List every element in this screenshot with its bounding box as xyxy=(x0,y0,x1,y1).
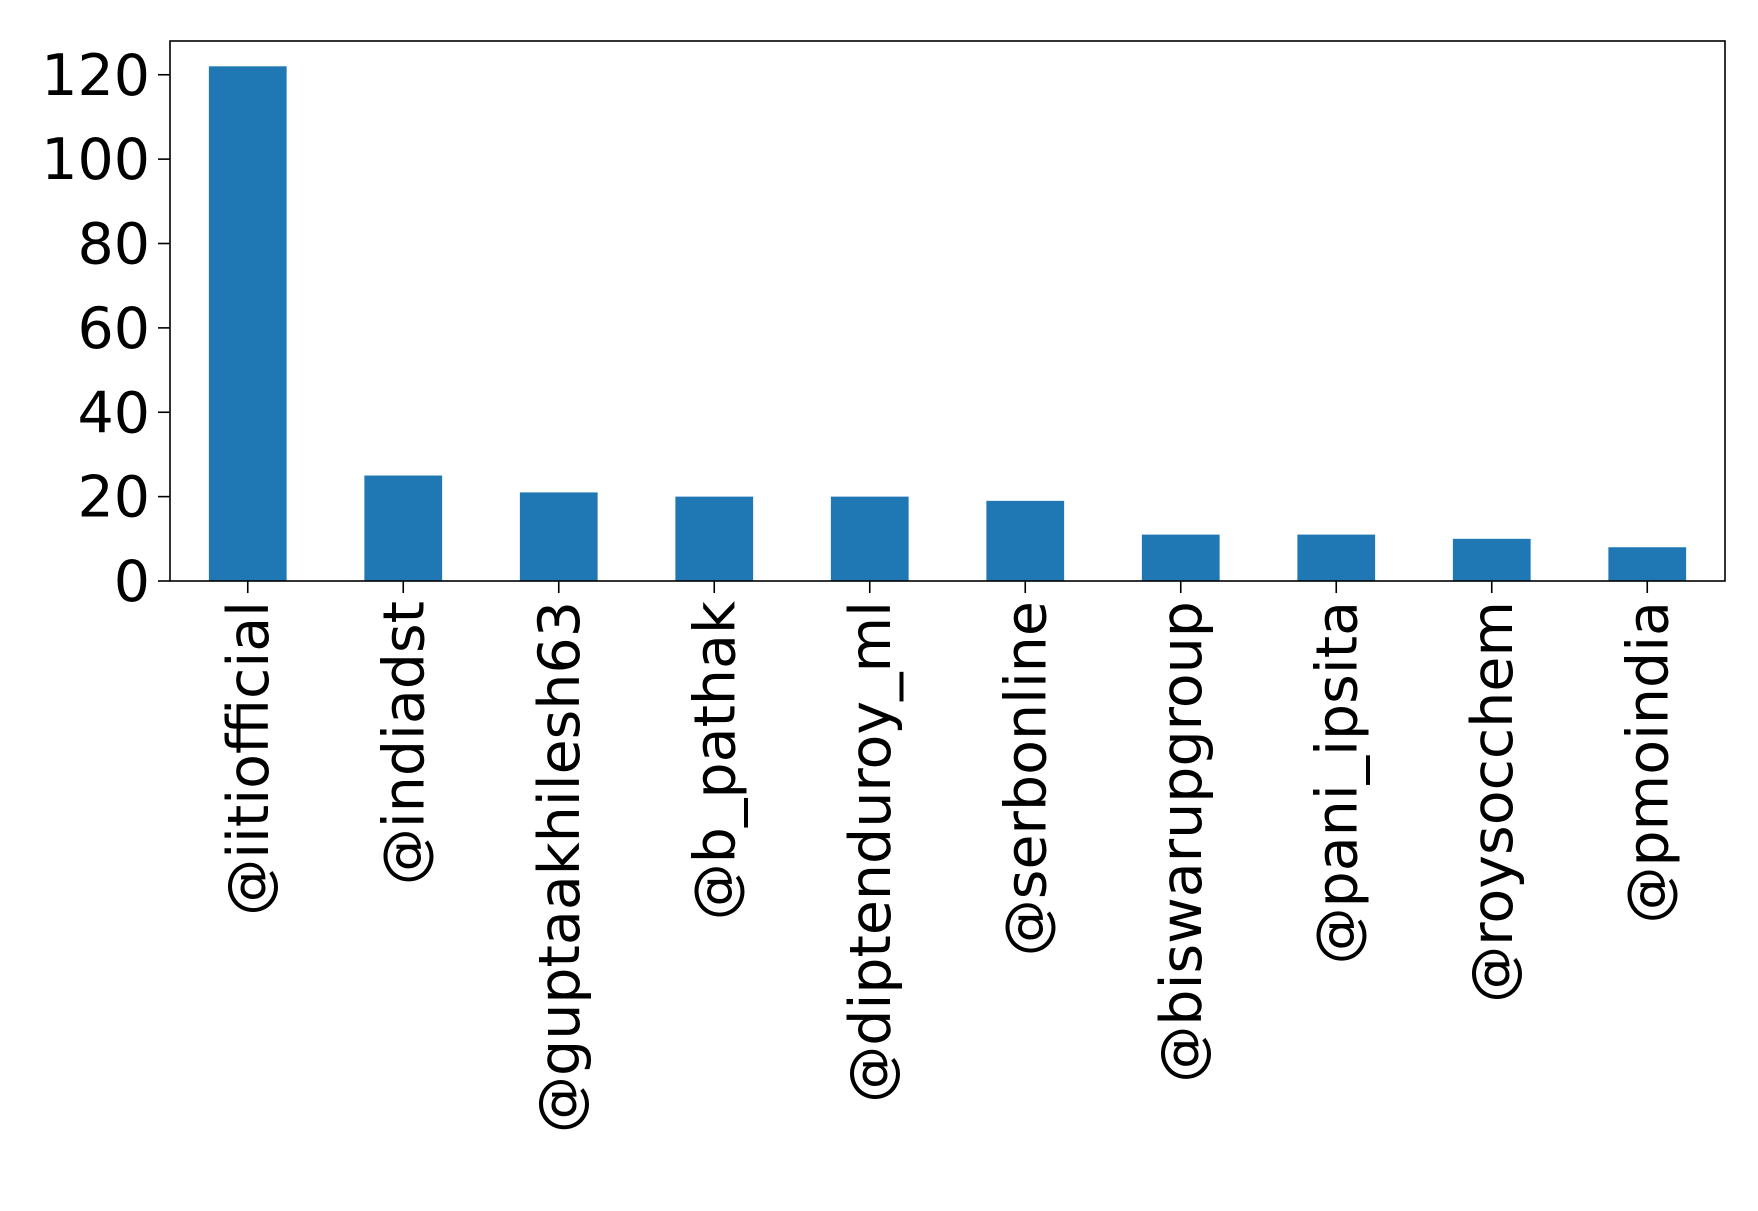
bars-layer xyxy=(208,66,1687,581)
bar xyxy=(364,475,443,581)
x-tick-label: @serbonline xyxy=(993,601,1059,956)
y-tick-label: 60 xyxy=(77,296,150,362)
x-tick-label: @pani_ipsita xyxy=(1304,601,1370,964)
x-tick-label: @guptaakhilesh63 xyxy=(527,601,593,1133)
x-tick-label: @pmoindia xyxy=(1615,601,1681,924)
y-tick-label: 0 xyxy=(114,549,150,615)
bar xyxy=(519,492,598,581)
x-tick-label: @indiadst xyxy=(371,601,437,885)
x-tick-label: @b_pathak xyxy=(682,601,748,920)
bar xyxy=(1297,534,1376,581)
bar xyxy=(208,66,287,581)
x-tick-label: @diptenduroy_ml xyxy=(838,601,904,1103)
plot-frame xyxy=(169,40,1726,582)
y-tick-label: 120 xyxy=(41,43,150,109)
y-tick-label: 100 xyxy=(41,127,150,193)
bar xyxy=(986,500,1065,581)
bar xyxy=(1608,547,1687,581)
y-tick-label: 80 xyxy=(77,212,150,278)
bar xyxy=(830,496,909,581)
bar xyxy=(1141,534,1220,581)
x-tick-label: @iitiofficial xyxy=(216,601,282,916)
x-tick-label: @roysocchem xyxy=(1460,601,1526,1003)
y-tick-label: 20 xyxy=(77,465,150,531)
x-axis: @iitiofficial @indiadst @guptaakhilesh63 @b… xyxy=(216,581,1681,1133)
y-axis: 0 20 40 60 80 100 120 xyxy=(41,43,170,615)
y-tick-label: 40 xyxy=(77,380,150,446)
x-tick-label: @biswarupgroup xyxy=(1149,601,1215,1083)
bar xyxy=(1452,538,1531,581)
bar xyxy=(675,496,754,581)
